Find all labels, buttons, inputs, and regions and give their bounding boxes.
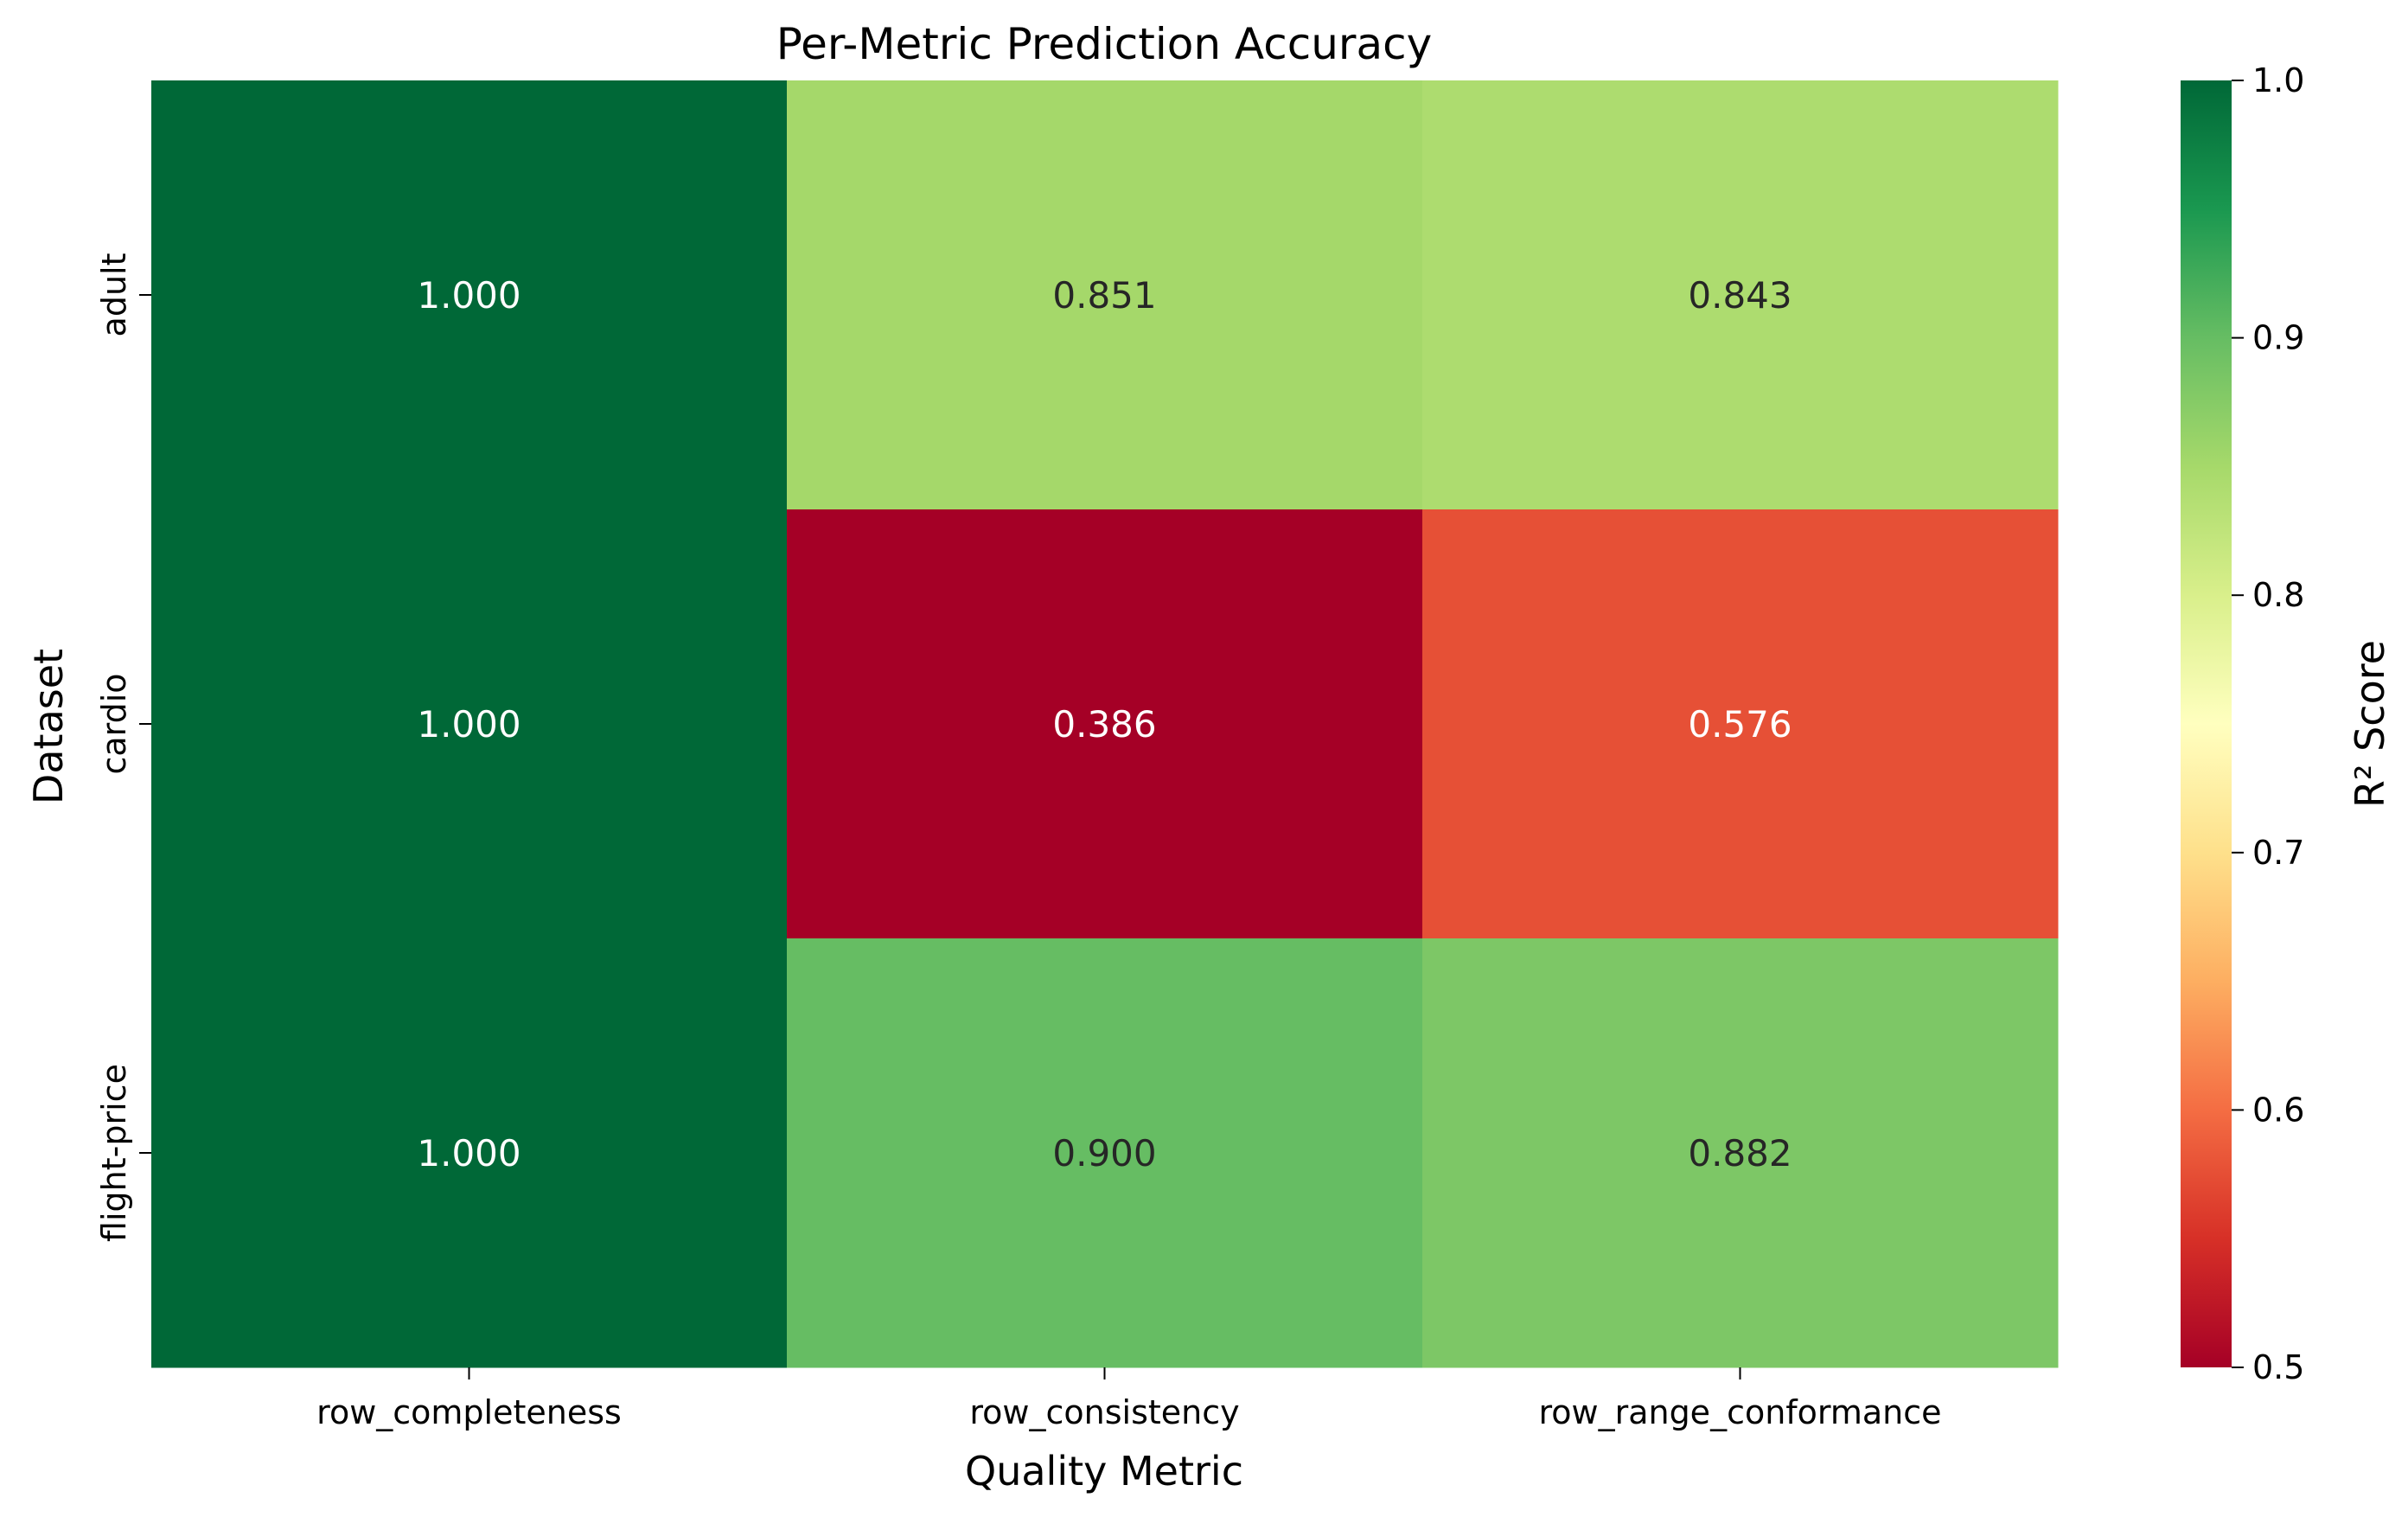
- heatmap-cell: [787, 80, 1423, 510]
- heatmap-cells: [151, 80, 2059, 1368]
- heatmap-cell: [151, 938, 788, 1368]
- cell-value-label: 0.843: [1688, 274, 1792, 317]
- x-tick-label: row_range_conformance: [1538, 1393, 1941, 1431]
- colorbar-tick-label: 1.0: [2252, 61, 2304, 99]
- cell-value-label: 0.851: [1052, 274, 1156, 317]
- y-tick-label: flight-price: [95, 1064, 133, 1242]
- colorbar-tick-label: 0.6: [2252, 1091, 2304, 1129]
- colorbar-ticks: 0.5 0.6 0.7 0.8 0.9 1.0: [2232, 61, 2304, 1386]
- x-axis-label: Quality Metric: [965, 1448, 1243, 1495]
- cell-value-label: 0.900: [1052, 1132, 1156, 1175]
- colorbar-tick-label: 0.8: [2252, 576, 2304, 614]
- colorbar: [2181, 80, 2232, 1367]
- x-tick-label: row_completeness: [316, 1393, 622, 1431]
- x-tick-label: row_consistency: [969, 1393, 1239, 1431]
- cell-value-label: 1.000: [417, 703, 521, 746]
- heatmap-cell: [1422, 80, 2059, 510]
- cell-value-label: 0.576: [1688, 703, 1792, 746]
- cell-value-label: 0.386: [1052, 703, 1156, 746]
- x-axis-ticks: row_completeness row_consistency row_range…: [316, 1367, 1942, 1431]
- colorbar-label: R² Score: [2347, 640, 2393, 808]
- heatmap-cell: [151, 509, 788, 939]
- colorbar-tick-label: 0.9: [2252, 319, 2304, 357]
- cell-value-label: 1.000: [417, 1132, 521, 1175]
- cell-value-label: 0.882: [1688, 1132, 1792, 1175]
- y-tick-label: cardio: [95, 673, 133, 774]
- heatmap-cell: [787, 938, 1423, 1368]
- heatmap-cell: [787, 509, 1423, 939]
- heatmap-cell: [1422, 509, 2059, 939]
- heatmap-cell: [1422, 938, 2059, 1368]
- heatmap-cell: [151, 80, 788, 510]
- cell-value-label: 1.000: [417, 274, 521, 317]
- y-tick-label: adult: [95, 253, 133, 337]
- colorbar-tick-label: 0.5: [2252, 1348, 2304, 1386]
- y-axis-label: Dataset: [25, 649, 72, 804]
- colorbar-tick-label: 0.7: [2252, 834, 2304, 872]
- heatmap-cell-labels: 1.000 0.851 0.843 1.000 0.386 0.576 1.000 0.900…: [417, 274, 1792, 1175]
- chart-title: Per-Metric Prediction Accuracy: [776, 19, 1432, 69]
- y-axis-ticks: adult cardio flight-price: [95, 253, 151, 1242]
